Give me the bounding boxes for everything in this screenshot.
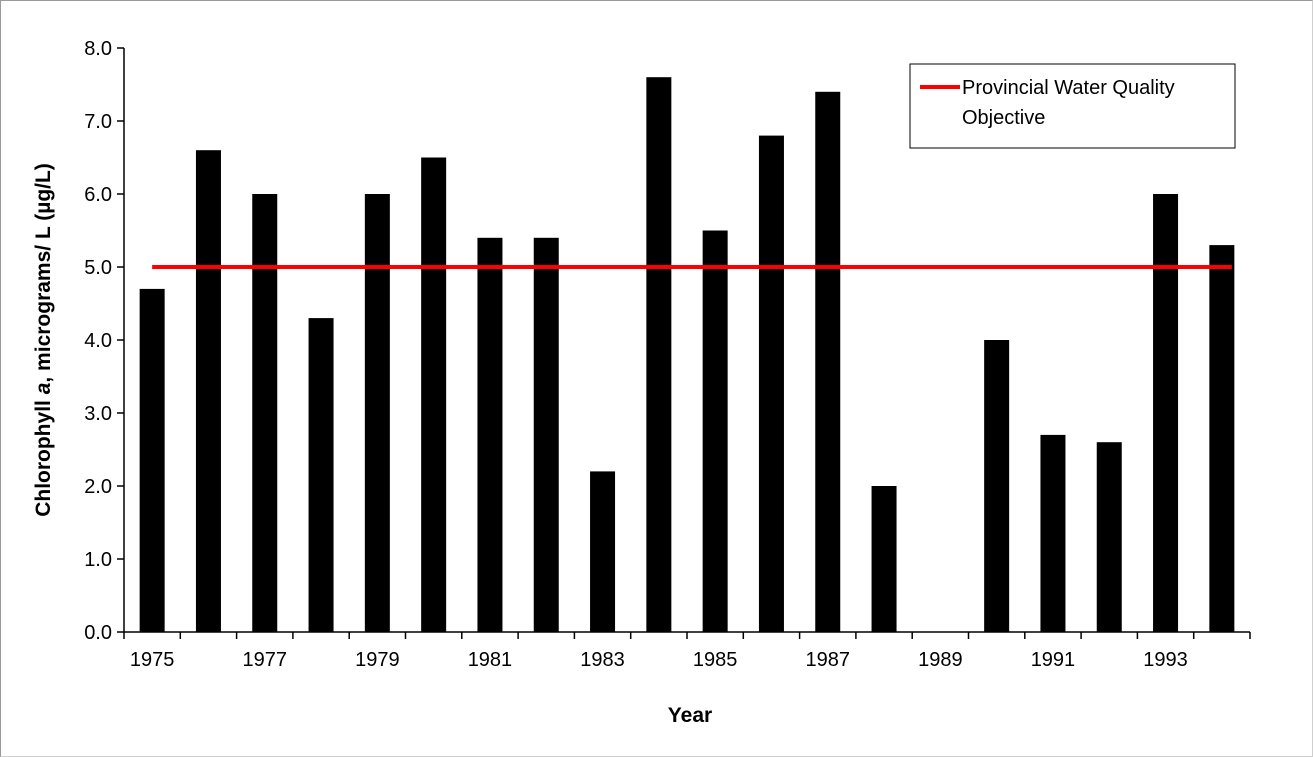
legend-box [909,63,1236,149]
bar-1992 [1096,442,1122,632]
y-tick-label: 7.0 [84,111,112,133]
x-tick-label: 1975 [130,649,175,671]
x-tick-label: 1991 [1031,649,1076,671]
y-axis-title-italic: a [32,382,55,394]
bar-1984 [646,77,672,632]
bar-1979 [364,194,390,632]
bar-1978 [308,318,334,632]
bar-1993 [1153,194,1179,632]
legend: Provincial Water Quality Objective [909,63,1236,149]
bar-1991 [1040,434,1066,632]
y-ticks-group: 0.0 1.0 2.0 3.0 4.0 5.0 6.0 7.0 8.0 [84,38,124,644]
bar-1994 [1209,245,1235,632]
x-tick-label: 1987 [806,649,851,671]
bar-1987 [815,91,841,633]
bar-1976 [195,150,221,632]
bar-1985 [702,230,728,632]
bar-1988 [871,486,897,632]
y-tick-label: 6.0 [84,184,112,206]
bar-1980 [421,157,447,632]
x-ticks-group: 1975 1977 1979 1981 1983 1985 1987 1989 1991 1993 [123,632,1251,671]
y-tick-label: 8.0 [84,38,112,60]
bar-1981 [477,237,503,633]
x-tick-label: 1983 [580,649,625,671]
y-tick-label: 2.0 [84,476,112,498]
y-tick-label: 4.0 [84,330,112,352]
x-tick-label: 1981 [468,649,513,671]
x-tick-label: 1985 [693,649,738,671]
bars-group [139,77,1235,633]
x-axis-title: Year [668,704,712,727]
bar-1990 [984,340,1010,632]
y-tick-label: 3.0 [84,403,112,425]
legend-label-line-1: Provincial Water Quality [962,77,1175,99]
bar-1982 [533,237,559,633]
bar-1977 [252,194,278,632]
x-tick-label: 1979 [355,649,400,671]
y-axis-title: Chlorophyll a, micrograms/ L (µg/L) [32,163,55,517]
bar-1986 [758,135,784,632]
x-tick-label: 1989 [918,649,963,671]
y-axis-title-part-2: , micrograms/ L (µg/L) [32,163,55,382]
y-tick-label: 5.0 [84,257,112,279]
legend-label-line-2: Objective [962,107,1045,129]
x-tick-label: 1977 [243,649,288,671]
y-tick-label: 1.0 [84,549,112,571]
y-tick-label: 0.0 [84,622,112,644]
bar-1983 [590,471,616,632]
y-axis-title-part-1: Chlorophyll [32,394,55,517]
x-tick-label: 1993 [1143,649,1188,671]
bar-1975 [139,288,165,632]
